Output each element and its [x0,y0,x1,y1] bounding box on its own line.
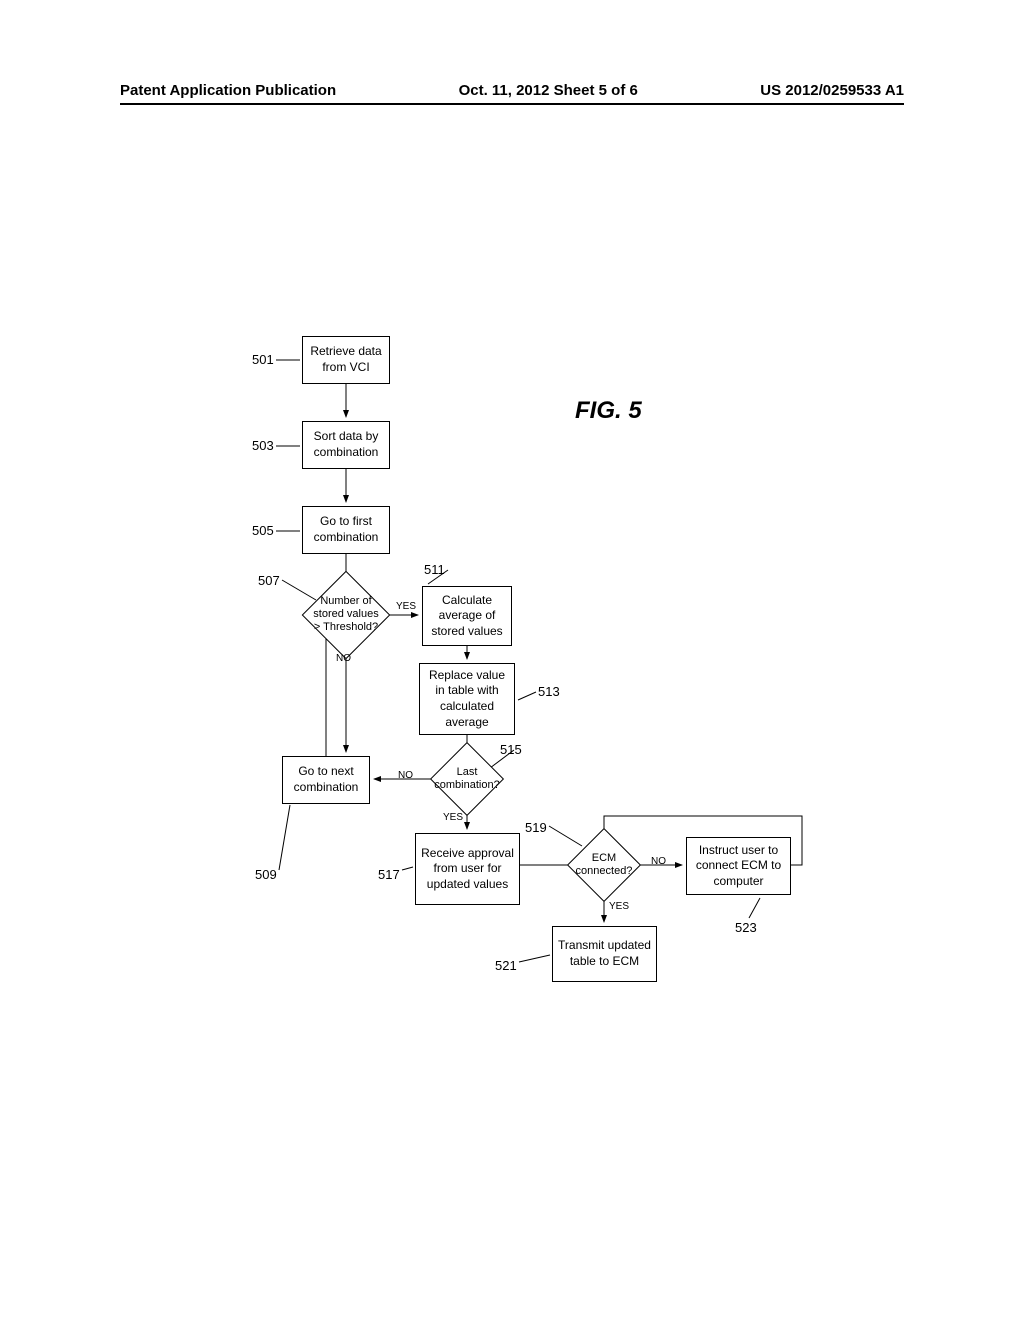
leader-line [749,898,760,918]
reference-label: 521 [495,958,517,973]
diagram-svg [0,0,1024,1320]
decision-text: Last combination? [432,766,502,792]
edge-label: YES [443,812,463,823]
process-box: Instruct user to connect ECM to computer [686,837,791,895]
reference-label: 501 [252,352,274,367]
process-box: Replace value in table with calculated a… [419,663,515,735]
process-box: Calculate average of stored values [422,586,512,646]
reference-label: 519 [525,820,547,835]
reference-label: 509 [255,867,277,882]
reference-label: 503 [252,438,274,453]
reference-label: 515 [500,742,522,757]
reference-label: 511 [424,562,445,577]
edge-label: YES [396,601,416,612]
leader-line [519,955,550,962]
decision-text: ECM connected? [569,852,639,878]
process-box: Sort data by combination [302,421,390,469]
process-box: Receive approval from user for updated v… [415,833,520,905]
reference-label: 505 [252,523,274,538]
edge-label: YES [609,901,629,912]
edge-label: NO [651,856,666,867]
leader-line [518,692,536,700]
leader-line [549,826,582,846]
leader-line [279,805,290,870]
process-box: Go to first combination [302,506,390,554]
process-box: Go to next combination [282,756,370,804]
reference-label: 523 [735,920,757,935]
decision-text: Number of stored values > Threshold? [311,595,381,635]
reference-label: 517 [378,867,400,882]
process-box: Retrieve data from VCI [302,336,390,384]
leader-line [402,867,413,870]
edge-label: NO [336,653,351,664]
process-box: Transmit updated table to ECM [552,926,657,982]
reference-label: 507 [258,573,280,588]
reference-label: 513 [538,684,560,699]
edge-label: NO [398,770,413,781]
